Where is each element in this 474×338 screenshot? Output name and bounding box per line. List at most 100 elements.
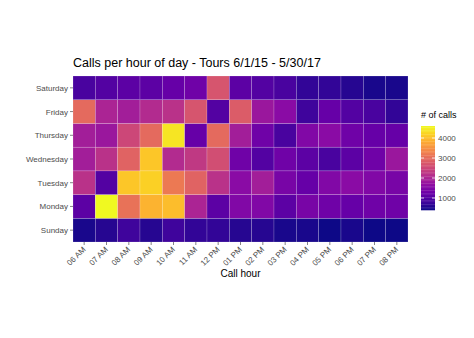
cell [363, 195, 385, 219]
cell [162, 171, 184, 195]
x-tick [352, 242, 353, 245]
x-tick-label: 06 AM [65, 245, 88, 268]
cell [118, 76, 140, 100]
cell [252, 123, 274, 147]
cells [73, 76, 408, 242]
cell [274, 123, 296, 147]
colorbar-tick [432, 178, 435, 179]
cell [140, 147, 162, 171]
x-tick-label: 07 AM [88, 245, 111, 268]
colorbar-segment [421, 126, 435, 128]
cell [252, 147, 274, 171]
cell [319, 100, 341, 124]
cell [73, 100, 95, 124]
x-tick-label: 01 PM [221, 245, 244, 268]
cell [207, 171, 229, 195]
cell [341, 195, 363, 219]
x-tick [329, 242, 330, 245]
cell [229, 218, 251, 242]
cell [73, 218, 95, 242]
cell [252, 218, 274, 242]
colorbar-tick [421, 138, 424, 139]
x-tick-label: 09 AM [132, 245, 155, 268]
cell [229, 76, 251, 100]
cell [162, 218, 184, 242]
x-tick [106, 242, 107, 245]
cell [162, 147, 184, 171]
y-tick [70, 111, 73, 112]
cell [296, 195, 318, 219]
x-tick-label: 02 PM [244, 245, 267, 268]
cell [274, 76, 296, 100]
cell [207, 195, 229, 219]
cell [296, 76, 318, 100]
cell [341, 123, 363, 147]
cell [95, 147, 117, 171]
x-tick [285, 242, 286, 245]
cell [386, 195, 408, 219]
cell [207, 100, 229, 124]
cell [95, 171, 117, 195]
x-tick [84, 242, 85, 245]
colorbar-tick-label: 1000 [438, 194, 456, 203]
cell [229, 123, 251, 147]
cell [296, 218, 318, 242]
x-tick [128, 242, 129, 245]
title: Calls per hour of day - Tours 6/1/15 - 5… [73, 56, 321, 70]
cell [118, 171, 140, 195]
cell [140, 171, 162, 195]
cell [341, 218, 363, 242]
cell [162, 76, 184, 100]
cell [162, 195, 184, 219]
colorbar-tick-label: 3000 [438, 154, 456, 163]
y-tick-label: Tuesday [38, 179, 68, 188]
chart: Calls per hour of day - Tours 6/1/15 - 5… [0, 0, 474, 338]
cell [319, 218, 341, 242]
x-tick [173, 242, 174, 245]
x-tick-label: 11 AM [177, 245, 199, 267]
colorbar [421, 126, 435, 210]
cell [95, 195, 117, 219]
y-tick-label: Friday [46, 108, 68, 117]
x-tick [151, 242, 152, 245]
cell [386, 76, 408, 100]
cell [252, 76, 274, 100]
cell [229, 195, 251, 219]
x-tick-label: 08 AM [110, 245, 133, 268]
cell [252, 171, 274, 195]
cell [207, 123, 229, 147]
colorbar-tick [421, 198, 424, 199]
cell [162, 123, 184, 147]
cell [274, 100, 296, 124]
cell [185, 100, 207, 124]
cell [207, 147, 229, 171]
cell [363, 171, 385, 195]
colorbar-tick [432, 138, 435, 139]
cell [274, 195, 296, 219]
cell [363, 147, 385, 171]
cell [118, 100, 140, 124]
x-tick [262, 242, 263, 245]
cell [363, 218, 385, 242]
cell [274, 218, 296, 242]
cell [274, 171, 296, 195]
cell [73, 76, 95, 100]
y-tick-label: Sunday [41, 226, 68, 235]
y-tick [70, 159, 73, 160]
cell [185, 147, 207, 171]
x-tick-label: 07 PM [355, 245, 378, 268]
y-tick-label: Thursday [35, 131, 68, 140]
cell [252, 195, 274, 219]
colorbar-tick [421, 178, 424, 179]
cell [185, 123, 207, 147]
cell [73, 171, 95, 195]
cell [341, 147, 363, 171]
colorbar-tick-label: 4000 [438, 134, 456, 143]
cell [386, 123, 408, 147]
cell [229, 171, 251, 195]
x-tick [307, 242, 308, 245]
colorbar-tick-label: 2000 [438, 174, 456, 183]
x-tick-label: 06 PM [333, 245, 356, 268]
cell [296, 100, 318, 124]
x-tick-label: 05 PM [311, 245, 334, 268]
